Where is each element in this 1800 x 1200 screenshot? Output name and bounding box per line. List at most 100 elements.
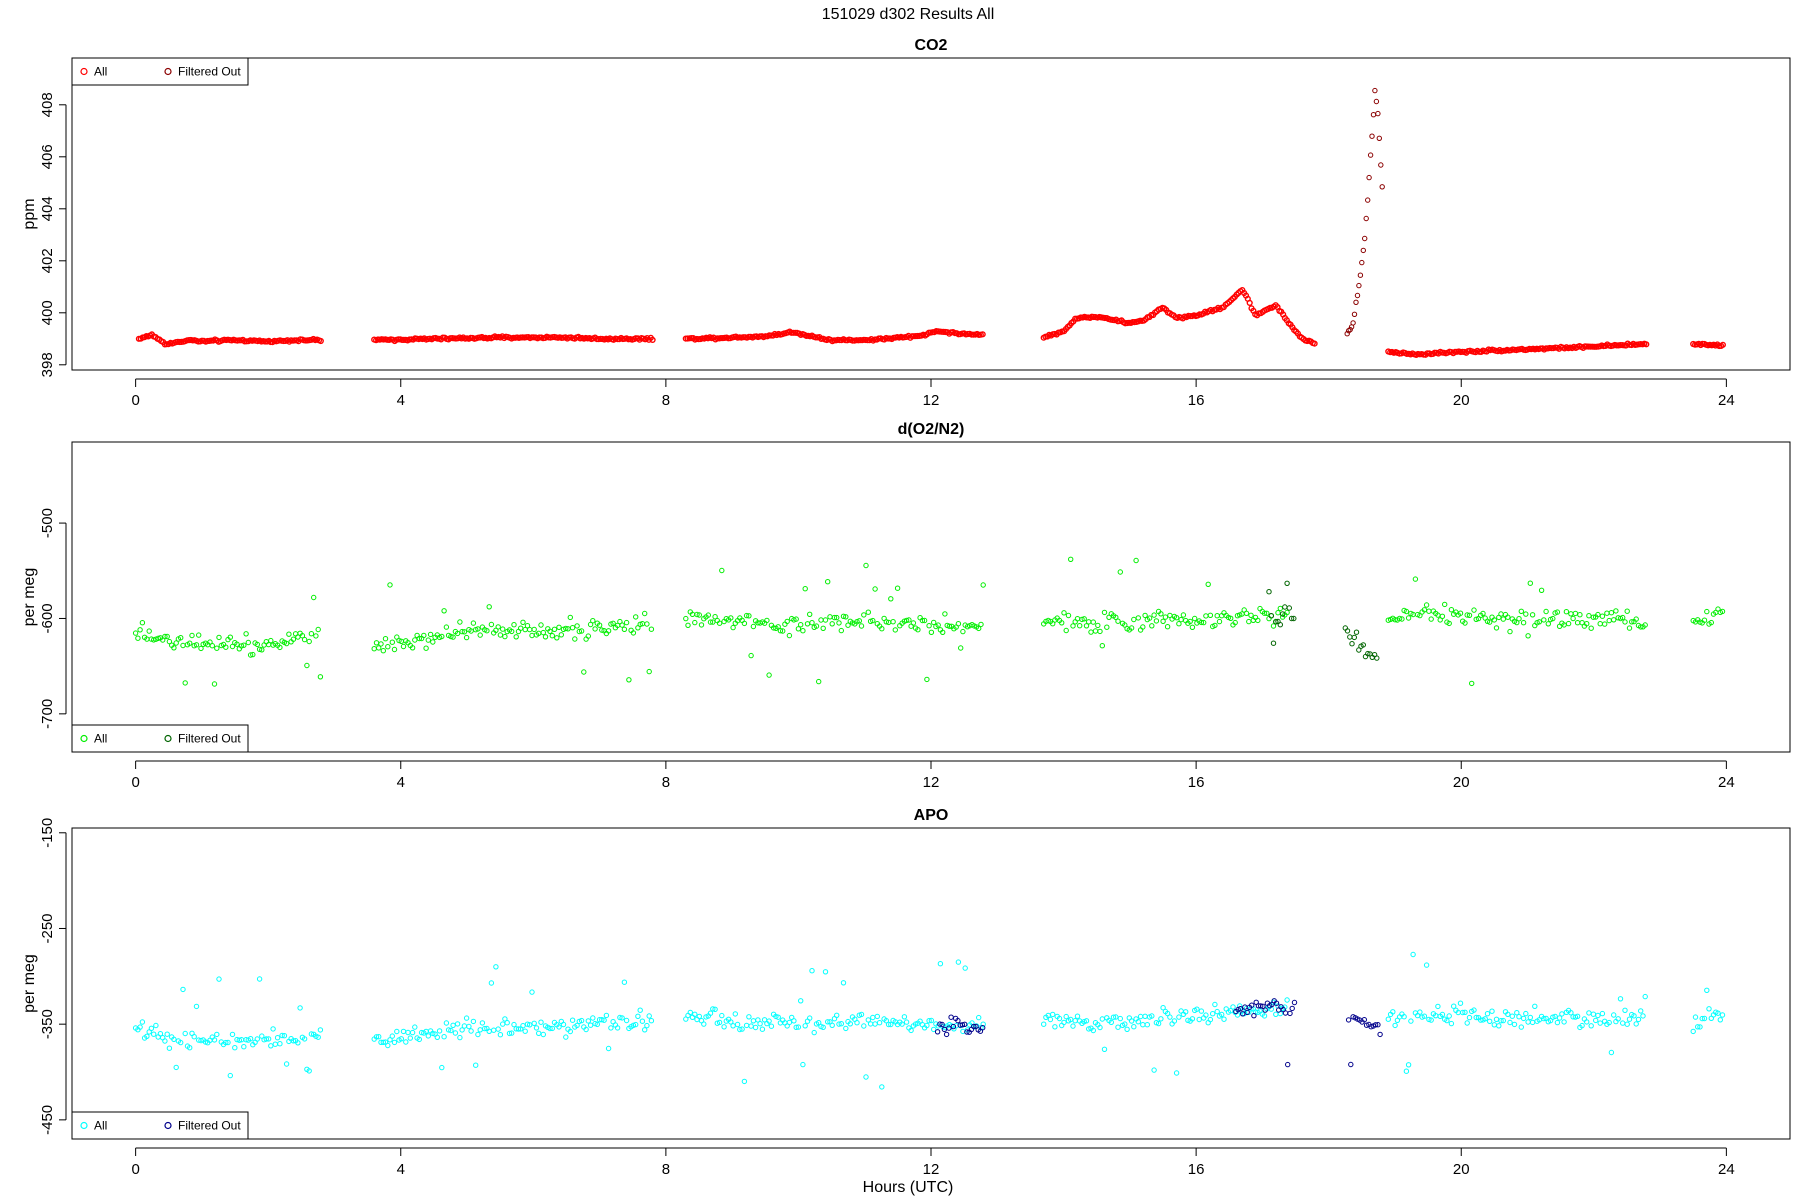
data-point [1050, 1011, 1056, 1018]
data-point [290, 636, 297, 642]
data-point [759, 1026, 766, 1032]
data-point [1366, 174, 1372, 181]
data-point [719, 1012, 725, 1019]
data-point [1284, 997, 1290, 1003]
data-point [1362, 653, 1369, 660]
data-point [1068, 556, 1074, 562]
data-point [1173, 1070, 1180, 1076]
data-point [633, 614, 639, 620]
data-point [178, 1039, 184, 1046]
data-point [1135, 615, 1142, 621]
data-point [427, 631, 434, 638]
data-point [1287, 1010, 1293, 1017]
data-point [1399, 616, 1405, 622]
legend-box [71, 1111, 249, 1140]
data-point [1507, 1019, 1513, 1026]
data-point [416, 635, 422, 642]
data-point [563, 625, 569, 632]
data-point [683, 615, 689, 622]
data-point [838, 1021, 844, 1027]
data-point [477, 632, 483, 638]
data-point [182, 1030, 188, 1037]
data-point [1115, 1024, 1121, 1030]
panel-title: d(O2/N2) [898, 421, 965, 438]
data-point [1246, 618, 1252, 625]
data-point [527, 1022, 533, 1028]
data-point [1439, 613, 1446, 619]
data-point [885, 1021, 892, 1028]
data-point [304, 662, 310, 669]
data-point [872, 1021, 878, 1027]
data-point [137, 1024, 143, 1030]
data-point [642, 1027, 648, 1033]
data-point [421, 632, 427, 639]
x-tick-label: 4 [397, 1161, 405, 1178]
data-point [450, 1022, 456, 1029]
data-point [387, 582, 393, 588]
data-point [1697, 1024, 1703, 1030]
data-point [1376, 135, 1383, 142]
data-point [746, 1014, 752, 1020]
data-point [1269, 1001, 1275, 1008]
data-point [1642, 622, 1648, 628]
data-point [883, 619, 889, 625]
data-point [1545, 621, 1552, 627]
data-point [642, 610, 648, 617]
data-point [721, 1024, 727, 1030]
data-point [1088, 629, 1094, 635]
data-point [633, 1021, 639, 1028]
data-point [876, 1020, 883, 1026]
data-point [1353, 629, 1360, 635]
data-point [716, 620, 723, 626]
series-all [132, 951, 1726, 1090]
data-point [766, 672, 772, 678]
data-point [211, 681, 218, 687]
data-point [888, 596, 894, 602]
data-point [317, 1027, 324, 1033]
data-point [491, 1027, 497, 1033]
data-point [1595, 1012, 1601, 1019]
data-point [567, 614, 573, 621]
data-point [1270, 640, 1277, 646]
data-point [601, 1017, 607, 1023]
x-tick-label: 24 [1718, 1161, 1735, 1178]
data-point [820, 1024, 826, 1031]
data-point [793, 1024, 799, 1031]
data-point [1574, 1013, 1581, 1019]
data-point [1577, 612, 1583, 618]
data-point [1509, 1013, 1516, 1019]
data-point [980, 1025, 986, 1031]
data-point [400, 1028, 407, 1035]
data-point [1633, 1021, 1639, 1027]
data-point [457, 619, 463, 625]
data-point [1375, 1021, 1381, 1028]
data-point [958, 645, 964, 651]
legend-label-all: All [94, 65, 107, 79]
data-point [1525, 633, 1531, 639]
data-point [468, 628, 474, 634]
x-tick-label: 0 [131, 392, 139, 409]
data-point [1205, 581, 1211, 587]
data-point [256, 976, 263, 982]
data-point [1158, 611, 1164, 617]
data-point [730, 1023, 736, 1029]
data-point [931, 1026, 937, 1033]
data-point [1561, 1019, 1567, 1025]
data-point [254, 641, 260, 648]
data-point [1092, 628, 1099, 634]
data-point [1086, 619, 1092, 625]
data-point [454, 1021, 461, 1027]
data-point [1356, 647, 1362, 653]
data-point [1104, 624, 1110, 630]
data-point [1500, 616, 1507, 622]
data-point [1189, 1016, 1196, 1022]
data-point [308, 631, 315, 637]
data-point [928, 629, 935, 635]
co2-panel: CO2 ppm 0 4 8 12 16 20 24 398 400 402 404 406 408 All Fi… [21, 37, 1791, 409]
data-point [734, 1021, 741, 1028]
data-point [256, 646, 263, 652]
data-point [1563, 609, 1570, 615]
data-point [710, 1006, 716, 1012]
data-point [549, 633, 555, 639]
data-point [162, 1038, 168, 1044]
